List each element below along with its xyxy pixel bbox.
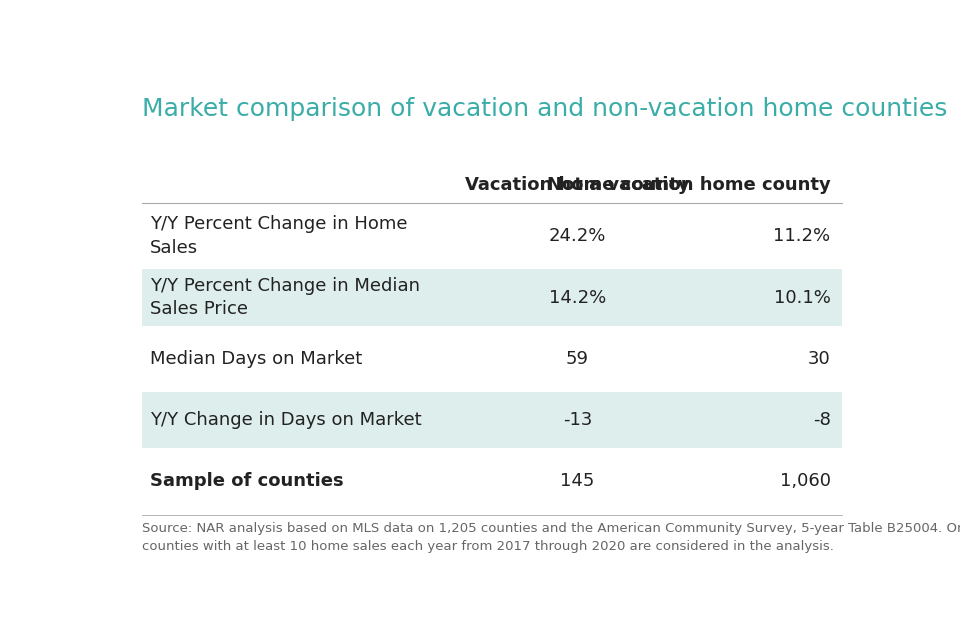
Text: 14.2%: 14.2% bbox=[549, 288, 606, 306]
Text: Source: NAR analysis based on MLS data on 1,205 counties and the American Commun: Source: NAR analysis based on MLS data o… bbox=[142, 522, 960, 553]
FancyBboxPatch shape bbox=[142, 270, 842, 325]
Text: Median Days on Market: Median Days on Market bbox=[150, 350, 362, 368]
Text: Sample of counties: Sample of counties bbox=[150, 473, 344, 490]
Text: Vacation home county: Vacation home county bbox=[466, 176, 690, 194]
Text: 11.2%: 11.2% bbox=[774, 227, 830, 245]
Text: 24.2%: 24.2% bbox=[549, 227, 607, 245]
Text: 145: 145 bbox=[561, 473, 595, 490]
Text: 59: 59 bbox=[566, 350, 589, 368]
Text: -13: -13 bbox=[563, 411, 592, 429]
Text: Y/Y Change in Days on Market: Y/Y Change in Days on Market bbox=[150, 411, 421, 429]
Text: -8: -8 bbox=[813, 411, 830, 429]
Text: 30: 30 bbox=[807, 350, 830, 368]
Text: Not a vacation home county: Not a vacation home county bbox=[547, 176, 830, 194]
Text: Y/Y Percent Change in Median
Sales Price: Y/Y Percent Change in Median Sales Price bbox=[150, 277, 420, 318]
Text: 10.1%: 10.1% bbox=[774, 288, 830, 306]
Text: Y/Y Percent Change in Home
Sales: Y/Y Percent Change in Home Sales bbox=[150, 216, 407, 257]
Text: 1,060: 1,060 bbox=[780, 473, 830, 490]
FancyBboxPatch shape bbox=[142, 392, 842, 448]
Text: Market comparison of vacation and non-vacation home counties  in 2020: Market comparison of vacation and non-va… bbox=[142, 97, 960, 121]
